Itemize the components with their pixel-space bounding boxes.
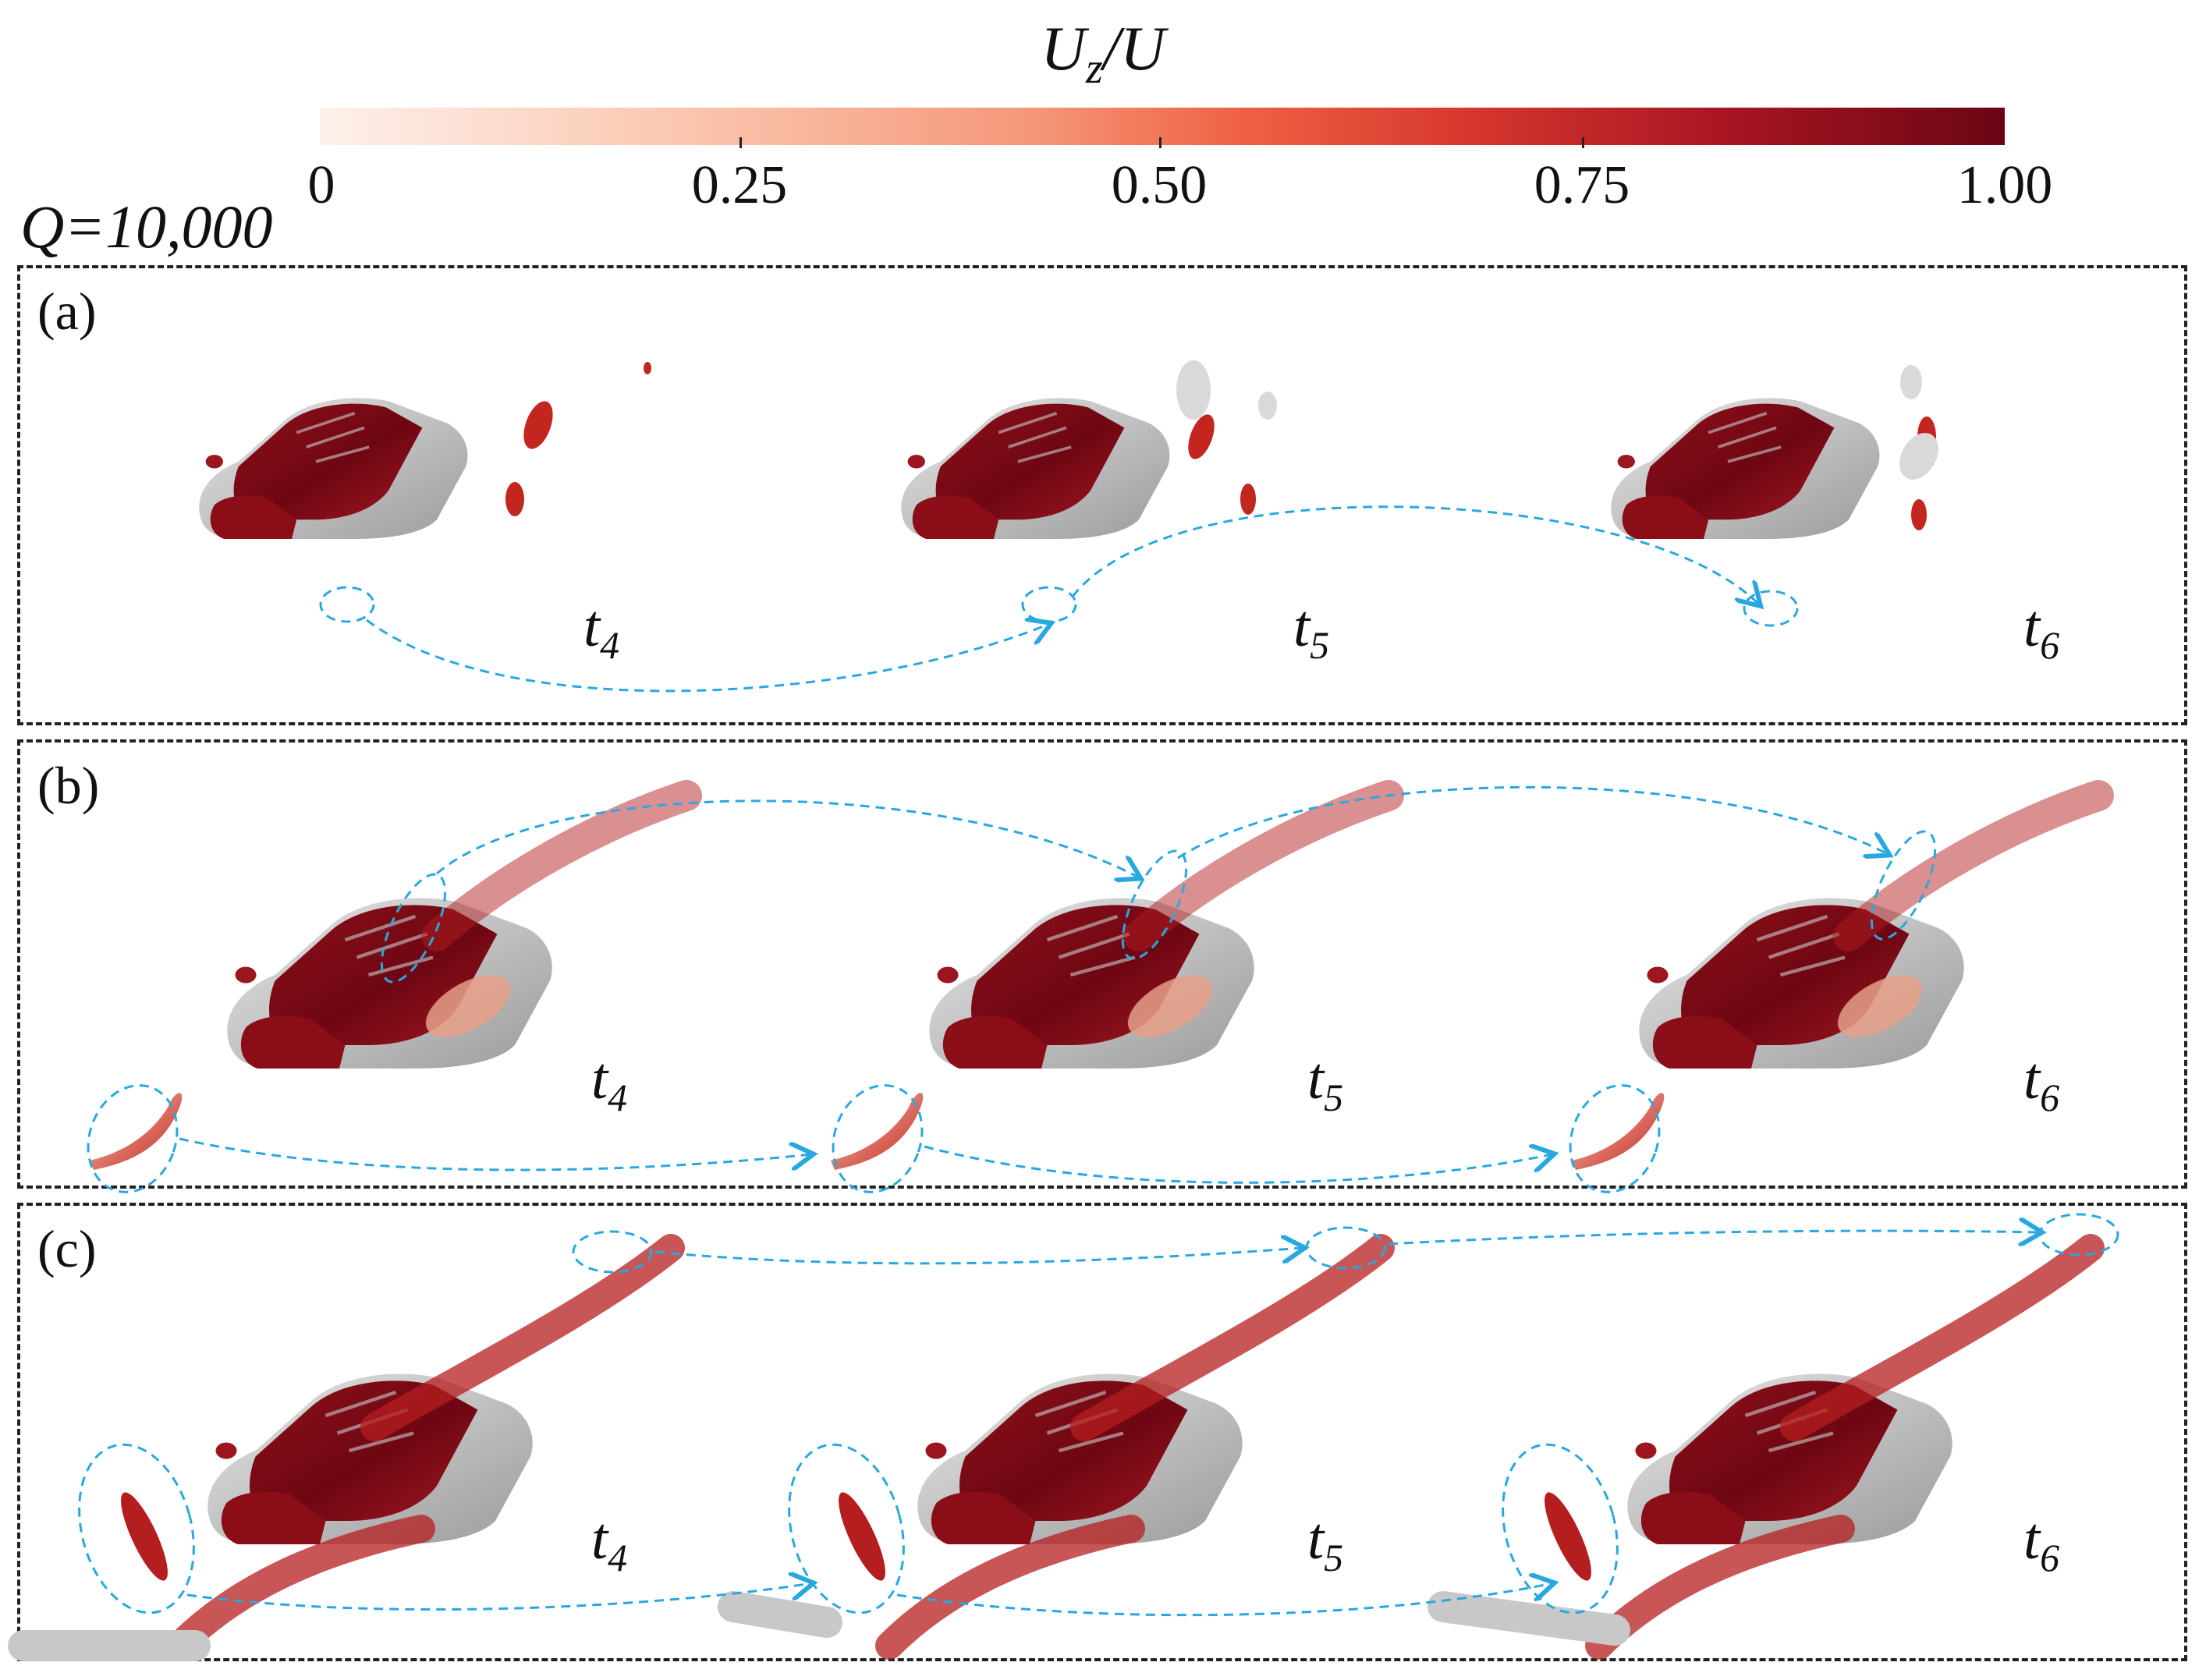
colorbar-tick-label-0: 0: [307, 155, 335, 215]
panel-c-frames: [8, 1213, 2119, 1661]
q-criterion-label: Q=10,000: [20, 193, 273, 261]
time-label-c-t5: t5: [1307, 1506, 1344, 1580]
car-frame-a-t4: [197, 396, 470, 541]
panel-a-frames: [197, 360, 1938, 693]
car-frame-c-t5: [917, 1373, 1242, 1544]
panel-b-frames: [87, 780, 2114, 1193]
colorbar-title: Uz/U: [1041, 14, 1165, 94]
colorbar: [320, 108, 2005, 145]
panel-b: (b): [17, 739, 2187, 1189]
panel-label-c: (c): [37, 1219, 97, 1278]
colorbar-tick: [739, 137, 742, 148]
colorbar-title-main: U: [1041, 15, 1086, 83]
time-label-b-t5: t5: [1307, 1046, 1344, 1120]
panel-c: (c): [17, 1203, 2187, 1661]
colorbar-title-rest: /U: [1102, 15, 1165, 83]
car-frame-a-t6: [1609, 396, 1881, 541]
time-label-b-t4: t4: [591, 1046, 628, 1120]
car-frame-a-t5: [899, 396, 1172, 541]
colorbar-tick: [1582, 137, 1584, 148]
car-frame-c-t6: [1627, 1373, 1952, 1544]
colorbar-tick: [1159, 137, 1162, 148]
time-label-a-t4: t4: [583, 594, 620, 668]
panel-label-b: (b): [37, 756, 100, 815]
colorbar-tick-label-1: 0.25: [691, 155, 788, 215]
colorbar-tick-label-2: 0.50: [1111, 155, 1208, 215]
colorbar-title-sub: z: [1085, 44, 1103, 93]
panel-label-a: (a): [37, 282, 97, 341]
time-label-a-t5: t5: [1293, 594, 1330, 668]
car-frame-c-t4: [207, 1373, 532, 1544]
time-label-c-t4: t4: [591, 1506, 628, 1580]
time-label-b-t6: t6: [2023, 1046, 2060, 1120]
panel-a: (a): [17, 265, 2187, 725]
colorbar-tick-label-4: 1.00: [1956, 155, 2053, 215]
time-label-a-t6: t6: [2023, 594, 2060, 668]
colorbar-tick-label-3: 0.75: [1534, 155, 1630, 215]
time-label-c-t6: t6: [2023, 1506, 2060, 1580]
